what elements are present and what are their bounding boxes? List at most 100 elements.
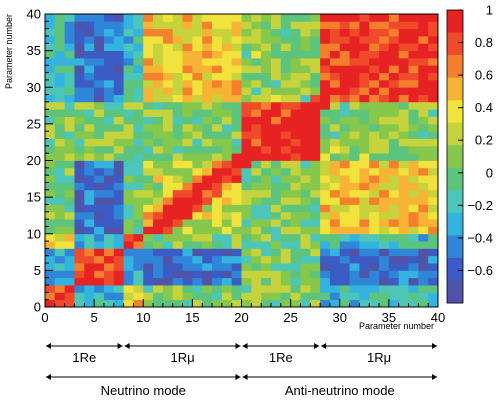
heatmap-cell	[192, 123, 203, 132]
heatmap-cell	[45, 145, 56, 154]
heatmap-cell	[339, 204, 350, 213]
heatmap-cell	[428, 160, 439, 169]
heatmap-cell	[162, 79, 174, 88]
heatmap-cell	[94, 189, 105, 198]
heatmap-cell	[251, 255, 262, 264]
heatmap-cell	[182, 263, 193, 271]
heatmap-cell	[103, 21, 115, 30]
heatmap-cell	[143, 226, 154, 235]
heatmap-cell	[113, 153, 124, 161]
heatmap-cell	[398, 233, 409, 242]
heatmap-cell	[398, 21, 409, 30]
heatmap-cell	[398, 248, 409, 257]
heatmap-cell	[45, 94, 56, 103]
heatmap-cell	[398, 153, 409, 161]
heatmap-cell	[143, 153, 154, 161]
heatmap-cell	[64, 160, 75, 169]
heatmap-cell	[241, 175, 252, 183]
heatmap-cell	[153, 28, 164, 37]
heatmap-cell	[310, 270, 321, 279]
heatmap-cell	[398, 28, 409, 37]
heatmap-cell	[241, 57, 252, 66]
heatmap-cell	[143, 160, 154, 169]
heatmap-cell	[388, 57, 400, 66]
heatmap-cell	[339, 219, 350, 227]
heatmap-cell	[94, 277, 105, 286]
heatmap-cell	[192, 131, 203, 139]
heatmap-cell	[388, 109, 400, 117]
heatmap-cell	[103, 204, 115, 213]
heatmap-cell	[221, 285, 233, 293]
heatmap-cell	[359, 43, 370, 52]
heatmap-cell	[45, 43, 56, 52]
heatmap-cell	[45, 219, 56, 227]
heatmap-cell	[133, 116, 144, 125]
heatmap-cell	[45, 65, 56, 74]
colorbar-tick-label: 0.2	[475, 133, 493, 148]
heatmap-cell	[359, 197, 370, 205]
heatmap-cell	[418, 233, 429, 242]
heatmap-cell	[241, 292, 252, 301]
heatmap-cell	[359, 182, 370, 191]
heatmap-cell	[182, 101, 193, 110]
heatmap-cell	[290, 21, 301, 30]
heatmap-cell	[300, 87, 311, 95]
heatmap-cell	[320, 189, 331, 198]
heatmap-cell	[261, 145, 272, 154]
heatmap-cell	[143, 248, 154, 257]
heatmap-cell	[64, 145, 75, 154]
heatmap-cell	[192, 241, 203, 249]
heatmap-cell	[300, 219, 311, 227]
heatmap-cell	[182, 248, 193, 257]
heatmap-cell	[408, 204, 419, 213]
heatmap-cell	[103, 131, 115, 139]
heatmap-cell	[192, 197, 203, 205]
heatmap-cell	[231, 182, 242, 191]
heatmap-cell	[261, 270, 272, 279]
heatmap-cell	[388, 219, 400, 227]
heatmap-cell	[113, 21, 124, 30]
heatmap-cell	[241, 153, 252, 161]
heatmap-cell	[241, 109, 252, 117]
heatmap-cell	[428, 87, 439, 95]
heatmap-cell	[231, 241, 242, 249]
heatmap-cell	[212, 57, 223, 66]
heatmap-cell	[349, 50, 360, 59]
heatmap-cell	[64, 204, 75, 213]
heatmap-cell	[418, 14, 429, 22]
heatmap-cell	[388, 101, 400, 110]
heatmap-cell	[418, 299, 429, 308]
heatmap-cell	[290, 160, 301, 169]
heatmap-cell	[349, 35, 360, 44]
heatmap-cell	[320, 57, 331, 66]
heatmap-cell	[74, 21, 85, 30]
heatmap-cell	[339, 43, 350, 52]
heatmap-cell	[113, 175, 124, 183]
heatmap-cell	[45, 87, 56, 95]
heatmap-cell	[280, 14, 292, 22]
heatmap-cell	[74, 50, 85, 59]
heatmap-cell	[74, 175, 85, 183]
heatmap-cell	[45, 167, 56, 176]
y-tick-label: 25	[27, 116, 41, 131]
heatmap-cell	[212, 270, 223, 279]
heatmap-cell	[172, 189, 183, 198]
heatmap-cell	[290, 292, 301, 301]
heatmap-cell	[369, 87, 380, 95]
heatmap-cell	[388, 211, 400, 220]
heatmap-cell	[349, 292, 360, 301]
heatmap-cell	[339, 189, 350, 198]
heatmap-cell	[162, 175, 174, 183]
colorbar-segment	[447, 100, 463, 124]
heatmap-cell	[45, 226, 56, 235]
heatmap-cell	[379, 138, 390, 147]
heatmap-cell	[329, 270, 341, 279]
heatmap-cell	[300, 35, 311, 44]
heatmap-cell	[84, 292, 95, 301]
colorbar-tick-label: 0.6	[475, 68, 493, 83]
heatmap-cell	[388, 175, 400, 183]
heatmap-cell	[280, 204, 292, 213]
heatmap-cell	[221, 109, 233, 117]
heatmap-cell	[339, 233, 350, 242]
heatmap-cell	[182, 292, 193, 301]
